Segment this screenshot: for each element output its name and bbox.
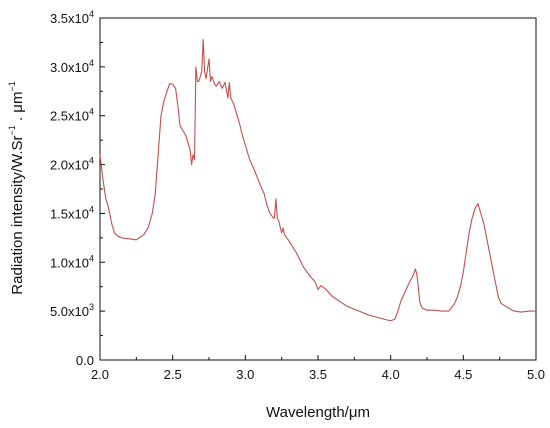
x-tick-label: 3.0 <box>236 367 254 382</box>
y-axis: 0.05.0x1031.0x1041.5x1042.0x1042.5x1043.… <box>50 9 105 368</box>
y-tick-exp: 3 <box>89 302 94 312</box>
y-axis-title-exp1: −1 <box>7 125 17 135</box>
y-tick-base: 1.5x10 <box>50 206 89 221</box>
y-tick-base: 0.0 <box>76 353 94 368</box>
x-axis-title: Wavelength/μm <box>266 404 370 421</box>
y-axis-title-exp2: −1 <box>7 81 17 91</box>
y-axis-title-middle: . μm <box>9 92 26 126</box>
y-tick-base: 1.0x10 <box>50 255 89 270</box>
y-tick-base: 5.0x10 <box>50 304 89 319</box>
y-tick-label: 1.5x104 <box>50 204 94 221</box>
x-tick-label: 4.5 <box>454 367 472 382</box>
series-layer <box>99 38 536 322</box>
y-tick-label: 2.5x104 <box>50 107 94 124</box>
y-tick-label: 2.0x104 <box>50 156 94 173</box>
y-tick-label: 3.0x104 <box>50 58 94 75</box>
y-tick-exp: 4 <box>89 9 94 19</box>
plot-area <box>99 17 537 361</box>
y-tick-base: 2.0x10 <box>50 158 89 173</box>
y-tick-label: 5.0x103 <box>50 302 94 319</box>
x-tick-label: 4.0 <box>382 367 400 382</box>
x-tick-label: 2.0 <box>91 367 109 382</box>
x-axis: 2.0 2.5 3.0 3.5 4.0 4.5 5.0 <box>91 355 545 382</box>
series-line <box>99 38 536 322</box>
y-tick-label: 1.0x104 <box>50 253 94 270</box>
x-tick-label: 3.5 <box>309 367 327 382</box>
y-tick-exp: 4 <box>89 204 94 214</box>
y-tick-exp: 4 <box>89 107 94 117</box>
y-tick-label: 0.0 <box>76 353 94 368</box>
y-tick-base: 3.0x10 <box>50 60 89 75</box>
y-tick-exp: 4 <box>89 156 94 166</box>
y-tick-label: 3.5x104 <box>50 9 94 26</box>
y-axis-title-main: Radiation intensity/W.Sr <box>9 135 26 294</box>
y-tick-base: 3.5x10 <box>50 11 89 26</box>
y-tick-base: 2.5x10 <box>50 109 89 124</box>
y-axis-title: Radiation intensity/W.Sr−1 . μm−1 <box>7 81 26 294</box>
y-tick-exp: 4 <box>89 58 94 68</box>
x-tick-label: 5.0 <box>527 367 545 382</box>
x-tick-label: 2.5 <box>164 367 182 382</box>
y-tick-exp: 4 <box>89 253 94 263</box>
